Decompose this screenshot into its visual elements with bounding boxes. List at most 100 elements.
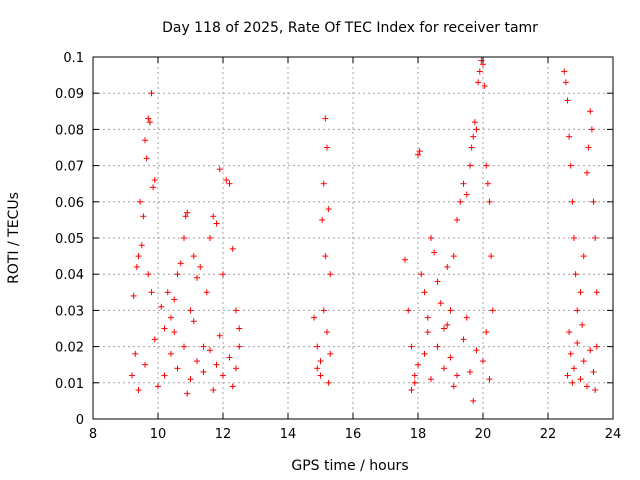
data-point xyxy=(324,144,330,151)
x-tick-label: 24 xyxy=(605,427,622,442)
data-point xyxy=(184,209,191,216)
data-point xyxy=(151,336,158,343)
data-point xyxy=(592,235,599,241)
chart-title: Day 118 of 2025, Rate Of TEC Index for r… xyxy=(162,20,538,36)
data-point xyxy=(207,235,213,241)
data-point xyxy=(411,372,418,379)
data-point xyxy=(207,347,213,354)
data-point xyxy=(587,108,594,115)
data-point xyxy=(233,307,239,314)
data-point xyxy=(236,325,243,332)
data-point xyxy=(424,314,431,321)
y-axis-label: ROTI / TECUs xyxy=(6,192,22,284)
x-axis-label: GPS time / hours xyxy=(291,458,408,474)
data-point xyxy=(187,307,194,314)
data-point xyxy=(475,79,482,86)
data-point xyxy=(229,383,236,390)
y-tick-label: 0.09 xyxy=(55,87,84,102)
data-point xyxy=(593,289,600,296)
data-point xyxy=(190,318,197,325)
data-point xyxy=(223,177,230,184)
data-point xyxy=(588,126,595,133)
data-point xyxy=(190,253,197,260)
data-point xyxy=(488,253,495,260)
data-point xyxy=(584,383,590,390)
data-point xyxy=(320,180,327,187)
y-tick-label: 0.07 xyxy=(55,160,84,175)
data-point xyxy=(571,365,577,372)
data-point xyxy=(454,372,460,379)
data-point xyxy=(480,358,486,365)
data-point xyxy=(463,314,470,321)
x-tick-label: 20 xyxy=(475,427,492,442)
data-point xyxy=(484,180,491,187)
data-point xyxy=(481,82,488,89)
data-point xyxy=(437,300,444,307)
data-point xyxy=(168,314,174,321)
x-tick-label: 8 xyxy=(89,427,97,442)
data-point xyxy=(174,365,181,372)
data-point xyxy=(473,126,480,133)
data-point xyxy=(579,321,586,328)
data-point xyxy=(129,372,135,379)
data-point xyxy=(146,119,153,126)
data-point xyxy=(148,90,155,97)
data-point xyxy=(322,115,329,122)
data-point xyxy=(566,329,573,336)
data-point xyxy=(483,329,490,336)
x-tick-label: 10 xyxy=(150,427,167,442)
data-point xyxy=(447,307,454,314)
data-point xyxy=(184,390,191,397)
data-point xyxy=(148,289,155,296)
data-point xyxy=(431,249,438,256)
data-point xyxy=(150,184,157,191)
data-point xyxy=(483,162,490,169)
data-point xyxy=(233,365,239,372)
data-point xyxy=(463,191,470,198)
data-point xyxy=(137,198,144,205)
data-point xyxy=(174,271,181,278)
data-point xyxy=(314,343,321,350)
data-point xyxy=(194,274,200,281)
data-point xyxy=(421,350,428,357)
data-point xyxy=(444,321,451,328)
data-point xyxy=(171,329,178,336)
data-point xyxy=(322,253,329,260)
data-point xyxy=(444,263,451,270)
data-point xyxy=(418,271,425,278)
y-tick-label: 0.04 xyxy=(55,268,84,283)
x-tick-label: 14 xyxy=(280,427,297,442)
data-point xyxy=(164,289,171,296)
data-point xyxy=(421,289,428,296)
data-point xyxy=(489,307,496,314)
data-point xyxy=(317,372,324,379)
data-point xyxy=(562,79,569,86)
data-point xyxy=(590,198,597,205)
data-point xyxy=(593,343,600,350)
data-point xyxy=(434,278,441,285)
data-point xyxy=(197,263,204,270)
data-point xyxy=(138,242,145,249)
data-point xyxy=(567,350,574,357)
data-point xyxy=(140,213,147,220)
data-point xyxy=(450,383,457,390)
data-points xyxy=(129,57,600,404)
y-tick-label: 0 xyxy=(76,413,84,428)
data-point xyxy=(486,198,493,205)
y-tick-label: 0.1 xyxy=(63,51,84,66)
data-point xyxy=(324,329,330,336)
data-point xyxy=(569,379,576,386)
data-point xyxy=(566,133,573,140)
data-point xyxy=(320,307,327,314)
data-point xyxy=(210,387,217,394)
data-point xyxy=(200,343,207,350)
data-point xyxy=(428,235,434,241)
x-tick-label: 12 xyxy=(215,427,232,442)
data-point xyxy=(564,372,571,379)
data-point xyxy=(454,216,460,223)
data-point xyxy=(470,397,477,404)
data-point xyxy=(182,213,189,220)
data-point xyxy=(181,235,187,241)
data-point xyxy=(168,350,174,357)
